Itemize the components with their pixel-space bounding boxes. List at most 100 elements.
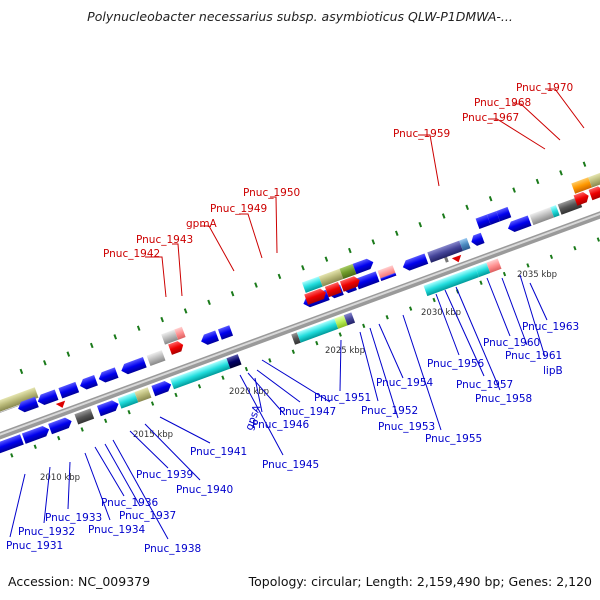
bottom-labels: Pnuc_1931 Pnuc_1932 Pnuc_1933 Pnuc_1934 … (6, 321, 579, 555)
accession-text: Accession: NC_009379 (8, 574, 151, 589)
gene[interactable] (161, 329, 179, 345)
gene[interactable] (588, 171, 600, 188)
gene[interactable] (58, 381, 80, 399)
gene[interactable] (0, 387, 39, 418)
gene[interactable] (16, 396, 39, 414)
gene-label[interactable]: Pnuc_1954 (376, 377, 434, 389)
gene[interactable] (339, 275, 362, 292)
tick-mark (324, 256, 329, 262)
gene[interactable] (423, 266, 479, 297)
gene[interactable] (174, 326, 186, 340)
tick-mark (207, 299, 211, 306)
gene-label[interactable]: Pnuc_1959 (393, 128, 450, 140)
gene[interactable] (318, 268, 344, 287)
gene[interactable] (427, 240, 463, 263)
gene[interactable] (0, 434, 24, 455)
gene[interactable] (401, 253, 429, 272)
gene[interactable] (486, 211, 501, 225)
gene[interactable] (301, 276, 323, 293)
gene[interactable] (296, 318, 339, 343)
gene[interactable] (226, 354, 242, 369)
gene[interactable] (550, 205, 560, 218)
gene-label[interactable]: Pnuc_1957 (456, 379, 513, 391)
gene[interactable] (97, 367, 119, 384)
gene-label[interactable]: Pnuc_1947 (279, 406, 336, 418)
gene-label[interactable]: Pnuc_1949 (210, 203, 267, 215)
gene[interactable] (36, 389, 59, 407)
gene-label[interactable]: Pnuc_1937 (119, 510, 176, 522)
gene-label[interactable]: Pnuc_1943 (136, 234, 193, 246)
gene-label[interactable]: gpmA (186, 218, 218, 230)
gene[interactable] (170, 358, 231, 390)
gene[interactable] (506, 215, 532, 233)
tick-mark (160, 316, 164, 323)
map-title: Polynucleobacter necessarius subsp. asym… (87, 9, 513, 24)
gene[interactable] (96, 399, 121, 417)
gene-label[interactable]: Pnuc_1932 (18, 526, 75, 538)
gene[interactable] (21, 424, 51, 444)
gene[interactable] (334, 315, 348, 329)
gene[interactable] (134, 387, 152, 403)
gene-label[interactable]: Pnuc_1950 (243, 187, 300, 199)
tick-mark (535, 178, 540, 185)
tick-mark (348, 247, 352, 254)
gene[interactable] (343, 312, 356, 326)
gene-label[interactable]: Pnuc_1963 (522, 321, 579, 333)
gene-label[interactable]: Pnuc_1958 (475, 393, 532, 405)
gene[interactable] (117, 392, 139, 409)
gene-label[interactable]: Pnuc_1941 (190, 446, 247, 458)
gene[interactable] (459, 237, 471, 252)
gene[interactable] (355, 271, 380, 290)
gene[interactable] (475, 214, 491, 229)
gene[interactable] (217, 325, 234, 340)
gene-label[interactable]: lipB (543, 365, 563, 377)
gene-label[interactable]: Pnuc_1945 (262, 459, 319, 471)
gene[interactable] (529, 207, 555, 226)
tick-mark (57, 435, 61, 441)
gene-label[interactable]: Pnuc_1952 (361, 405, 418, 417)
gene-label[interactable]: Pnuc_1955 (425, 433, 482, 445)
genes-row-1 (0, 258, 502, 455)
gene-label[interactable]: Pnuc_1936 (101, 497, 159, 509)
gene-label[interactable]: Pnuc_1933 (45, 512, 102, 524)
gene[interactable] (339, 263, 357, 280)
gene[interactable] (168, 340, 185, 355)
gene[interactable] (146, 350, 166, 366)
gene-label[interactable]: Pnuc_1951 (314, 392, 371, 404)
tick-mark (479, 280, 483, 285)
gene[interactable] (496, 206, 512, 222)
gene-label[interactable]: Pnuc_1956 (427, 358, 485, 370)
gene-label[interactable]: Pnuc_1968 (474, 97, 531, 109)
gene-label[interactable]: Pnuc_1960 (483, 337, 540, 349)
gene[interactable] (291, 332, 301, 345)
gene[interactable] (475, 262, 491, 278)
gene-label[interactable]: Pnuc_1953 (378, 421, 435, 433)
gene[interactable] (352, 257, 376, 275)
gene[interactable] (486, 258, 502, 273)
gene[interactable] (304, 287, 328, 305)
gene[interactable] (151, 379, 173, 397)
gene[interactable] (74, 408, 95, 425)
gene[interactable] (571, 177, 593, 194)
gene-label[interactable]: Pnuc_1938 (144, 543, 201, 555)
gene[interactable] (324, 282, 342, 298)
gene[interactable] (78, 374, 98, 391)
gene-label[interactable]: Pnuc_1946 (252, 419, 310, 431)
gene-label[interactable]: Pnuc_1942 (103, 248, 160, 260)
gene[interactable] (199, 330, 219, 346)
gene-label[interactable]: Pnuc_1934 (88, 524, 146, 536)
gene-label[interactable]: Pnuc_1931 (6, 540, 63, 552)
tick-mark (502, 271, 507, 277)
gene-label[interactable]: Pnuc_1940 (176, 484, 233, 496)
tick-mark (315, 340, 319, 346)
top-callouts (145, 88, 585, 298)
tick-mark (113, 334, 118, 340)
gene[interactable] (470, 232, 485, 247)
gene[interactable] (573, 191, 591, 206)
gene[interactable] (48, 416, 73, 435)
gene-label[interactable]: Pnuc_1970 (516, 82, 573, 94)
gene-label[interactable]: Pnuc_1967 (462, 112, 519, 124)
gene[interactable] (119, 357, 147, 376)
gene-label[interactable]: Pnuc_1939 (136, 469, 193, 481)
gene-label[interactable]: Pnuc_1961 (505, 350, 562, 362)
